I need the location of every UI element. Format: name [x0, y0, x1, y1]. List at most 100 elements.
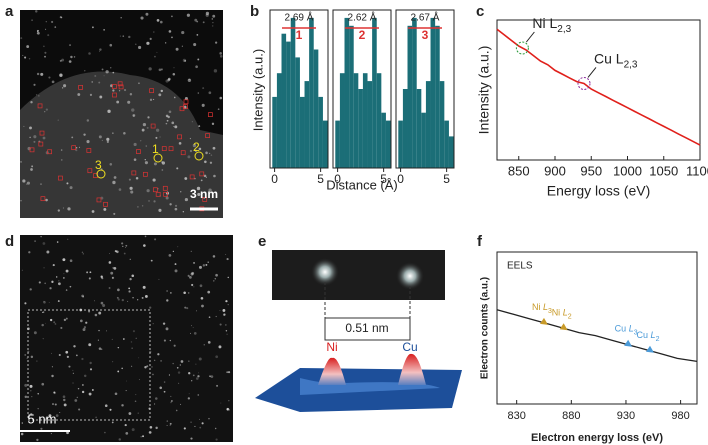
speckle: [20, 199, 22, 202]
speckle: [132, 330, 135, 333]
speckle: [202, 87, 205, 90]
speckle: [59, 59, 62, 62]
speckle: [170, 395, 172, 397]
edge-arrow: [525, 31, 535, 43]
speckle: [53, 391, 56, 394]
speckle: [121, 404, 124, 407]
speckle: [154, 359, 156, 361]
speckle: [156, 51, 158, 53]
speckle: [219, 52, 222, 55]
speckle: [152, 178, 156, 182]
speckle: [99, 95, 103, 99]
text-part: Ni L: [532, 15, 557, 31]
speckle: [100, 301, 104, 305]
speckle: [31, 19, 33, 21]
speckle: [23, 125, 25, 127]
distance-value: 2.62 Å: [348, 11, 377, 24]
speckle: [191, 325, 192, 327]
speckle: [24, 302, 27, 305]
speckle: [219, 96, 223, 100]
speckle: [54, 26, 57, 28]
speckle: [132, 114, 135, 117]
speckle: [205, 151, 208, 155]
edge-label: Ni L2,3: [532, 15, 571, 35]
speckle: [173, 67, 175, 69]
speckle: [59, 412, 61, 414]
speckle: [172, 73, 176, 76]
speckle: [191, 271, 195, 275]
text-part: L: [651, 330, 656, 340]
speckle: [149, 350, 152, 353]
speckle: [71, 136, 74, 139]
bar: [402, 89, 408, 168]
speckle: [42, 311, 45, 313]
speckle: [24, 56, 27, 59]
speckle: [81, 357, 84, 361]
site-box: [183, 99, 189, 105]
speckle: [166, 119, 169, 122]
speckle: [44, 322, 46, 324]
speckle: [128, 287, 131, 290]
speckle: [225, 253, 227, 255]
speckle: [110, 67, 112, 69]
x-tick-label: 980: [671, 410, 689, 422]
speckle: [60, 326, 63, 329]
speckle: [41, 323, 44, 327]
speckle: [165, 122, 168, 125]
speckle: [86, 140, 90, 144]
speckle: [130, 341, 133, 343]
speckle: [95, 416, 97, 419]
speckle: [156, 19, 160, 22]
speckle: [29, 384, 33, 388]
speckle: [48, 414, 52, 418]
speckle: [188, 372, 191, 375]
speckle: [111, 421, 114, 424]
speckle: [44, 28, 47, 30]
speckle: [144, 235, 147, 238]
x-tick-label: 0: [397, 172, 404, 186]
speckle: [173, 125, 175, 128]
site-box: [149, 88, 154, 94]
speckle: [166, 425, 168, 426]
speckle: [75, 147, 78, 149]
text-part: 2,3: [557, 24, 571, 35]
speckle: [191, 121, 193, 123]
speckle: [128, 290, 131, 293]
speckle: [20, 37, 23, 40]
speckle: [89, 271, 92, 274]
speckle: [203, 174, 207, 178]
speckle: [146, 365, 149, 368]
speckle: [212, 255, 216, 258]
speckle: [189, 149, 193, 153]
speckle: [37, 31, 40, 35]
x-axis-title: Energy loss (eV): [547, 183, 650, 199]
speckle: [49, 318, 53, 322]
speckle: [212, 14, 216, 18]
speckle: [78, 146, 81, 148]
bar: [335, 120, 340, 168]
speckle: [195, 363, 197, 365]
speckle: [178, 142, 182, 145]
speckle: [180, 191, 182, 193]
speckle: [171, 15, 173, 18]
bar: [421, 112, 426, 168]
speckle: [36, 360, 38, 362]
speckle: [121, 367, 123, 370]
speckle: [175, 47, 179, 51]
speckle: [65, 317, 68, 320]
speckle: [165, 114, 169, 118]
speckle: [135, 43, 137, 46]
speckle: [123, 131, 126, 135]
site-box: [78, 85, 83, 90]
speckle: [193, 332, 197, 335]
speckle: [192, 326, 194, 329]
speckle: [171, 400, 173, 402]
speckle: [140, 16, 144, 20]
site-box: [38, 141, 44, 147]
speckle: [133, 142, 137, 147]
speckle: [195, 65, 198, 69]
speckle: [145, 295, 148, 298]
speckle: [223, 313, 226, 316]
speckle: [141, 205, 144, 207]
distance-box: [324, 317, 411, 341]
